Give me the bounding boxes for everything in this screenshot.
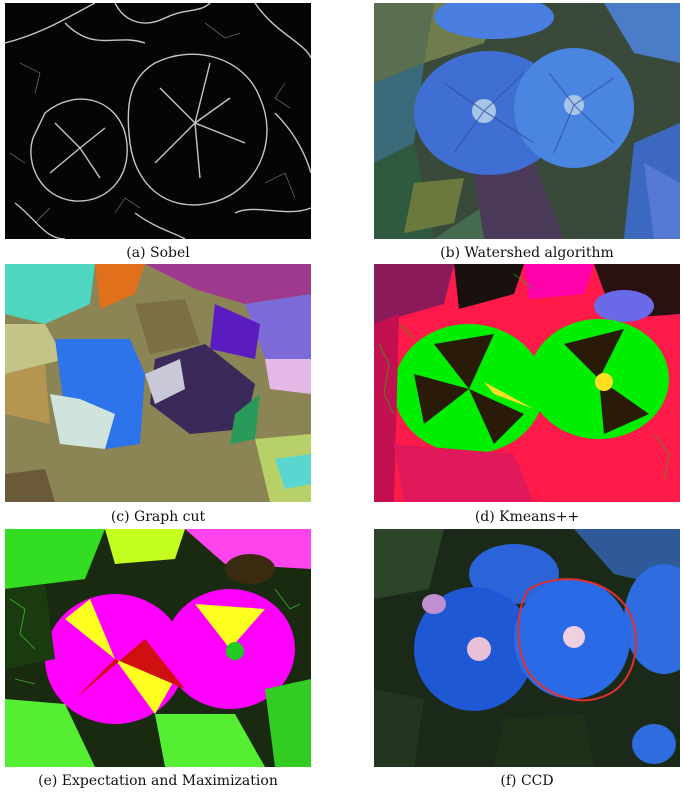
panel-f-ccd-image (374, 529, 680, 767)
panel-e-em-image (5, 529, 311, 767)
panel-f-caption: (f) CCD (500, 773, 554, 789)
panel-b-watershed-image (374, 3, 680, 239)
panel-d-caption: (d) Kmeans++ (474, 509, 580, 525)
panel-e-caption: (e) Expectation and Maximization (38, 773, 278, 789)
panel-c-caption: (c) Graph cut (110, 509, 206, 525)
panel-b-caption: (b) Watershed algorithm (440, 245, 614, 261)
panel-a-caption: (a) Sobel (126, 245, 190, 261)
panel-c-graph-cut-image (5, 264, 311, 502)
panel-d-kmeans-image (374, 264, 680, 502)
panel-a-sobel-image (5, 3, 311, 239)
